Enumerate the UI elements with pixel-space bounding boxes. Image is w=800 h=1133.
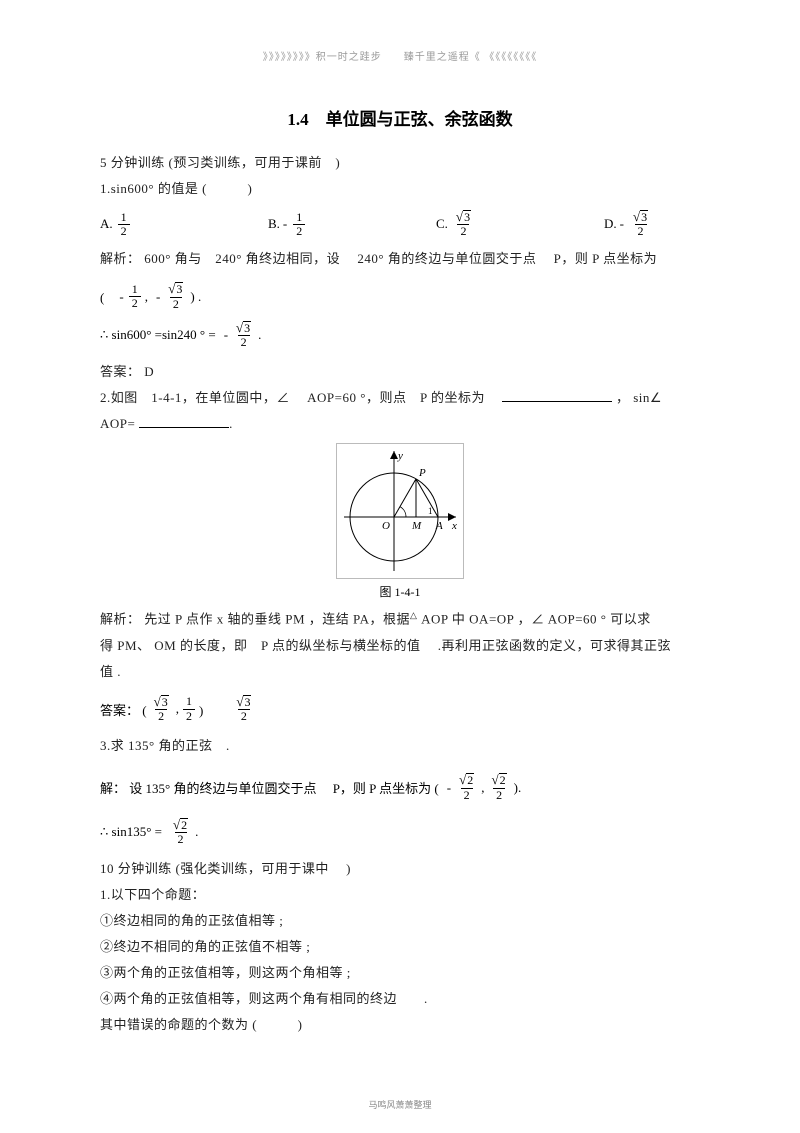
numerator: 1	[118, 211, 130, 224]
svg-text:x: x	[451, 520, 457, 532]
q2-stem: 2.如图 1-4-1，在单位圆中，∠ AOP=60 °，则点 P 的坐标为 ， …	[100, 385, 700, 411]
fraction: 1 2	[183, 695, 195, 722]
minus-icon: -	[620, 216, 624, 232]
svg-text:O: O	[382, 520, 390, 532]
fraction: 3 2	[453, 210, 474, 238]
svg-text:A: A	[435, 520, 443, 532]
fraction: 1 2	[293, 211, 305, 238]
top-decoration: 》》》》》》》》积一时之跬步 臻千里之遥程《 《《《《《《《《	[100, 48, 700, 63]
minus-icon: -	[447, 780, 451, 796]
period: .	[195, 824, 198, 840]
page-footer: 马鸣风萧萧整理	[0, 1098, 800, 1111]
choice-b-label: B.	[268, 216, 280, 232]
fraction: 1 2	[118, 211, 130, 238]
minus-icon: -	[283, 216, 287, 232]
q2-stem-cont: AOP= .	[100, 411, 700, 437]
q3-solution: 解： 设 135° 角的终边与单位圆交于点 P，则 P 点坐标为 ( - 2 2…	[100, 773, 700, 801]
blank-line	[139, 418, 229, 428]
svg-text:P: P	[418, 467, 426, 479]
comma: ,	[176, 701, 179, 717]
choice-c-label: C.	[436, 216, 448, 232]
q2-stem-b: ， sin∠	[616, 390, 662, 405]
paren-close: ) .	[190, 289, 201, 305]
fraction: 3 2	[233, 695, 254, 723]
choice-d: D. - 3 2	[604, 210, 700, 238]
numerator: 3	[453, 210, 474, 224]
fraction: 2 2	[489, 773, 510, 801]
figure-caption: 图 1-4-1	[100, 583, 700, 600]
fraction: 3 2	[233, 321, 254, 349]
blank-line	[502, 392, 612, 402]
q10-1d: ④两个角的正弦值相等，则这两个角有相同的终边 .	[100, 986, 700, 1012]
q1-conclusion: ∴ sin600° =sin240 ° = - 3 2 .	[100, 321, 700, 349]
q1-stem: 1.sin600° 的值是 ( )	[100, 176, 700, 202]
minus-icon: -	[224, 327, 228, 343]
choice-a: A. 1 2	[100, 210, 268, 238]
numerator: 3	[630, 210, 651, 224]
q2-stem-c: AOP=	[100, 416, 135, 431]
q1-answer: 答案： D	[100, 359, 700, 385]
comma: ,	[481, 780, 484, 796]
choice-b: B. - 1 2	[268, 210, 436, 238]
unit-circle-diagram: y x O M A P 1	[336, 443, 464, 579]
svg-text:1: 1	[428, 506, 433, 516]
choice-c: C. 3 2	[436, 210, 604, 238]
q3-conclusion: ∴ sin135° = 2 2 .	[100, 818, 700, 846]
q3-stem: 3.求 135° 角的正弦 .	[100, 733, 700, 759]
denominator: 2	[635, 224, 647, 238]
q2-stem-a: 2.如图 1-4-1，在单位圆中，∠ AOP=60 °，则点 P 的坐标为	[100, 390, 498, 405]
svg-text:y: y	[397, 450, 403, 462]
q1-coord: ( - 1 2 , - 3 2 ) .	[100, 282, 700, 310]
section-5min: 5 分钟训练 (预习类训练，可用于课前 )	[100, 150, 700, 176]
q10-1b: ②终边不相同的角的正弦值不相等 ;	[100, 934, 700, 960]
denominator: 2	[293, 224, 305, 238]
denominator: 2	[118, 224, 130, 238]
section-10min: 10 分钟训练 (强化类训练，可用于课中 )	[100, 856, 700, 882]
fraction: 3 2	[165, 282, 186, 310]
fraction: 3 2	[151, 695, 172, 723]
period: .	[258, 327, 261, 343]
q1-explain-1: 解析： 600° 角与 240° 角终边相同，设 240° 角的终边与单位圆交于…	[100, 246, 700, 272]
q10-1c: ③两个角的正弦值相等，则这两个角相等 ;	[100, 960, 700, 986]
q1-concl-text: ∴ sin600° =sin240 ° =	[100, 327, 216, 343]
q3-sol-b: ).	[514, 780, 522, 796]
minus-icon: -	[156, 289, 160, 305]
q2-answer: 答案： ( 3 2 , 1 2 ) 3 2	[100, 695, 700, 723]
q2-explain-2: 得 PM、 OM 的长度，即 P 点的纵坐标与横坐标的值 .再利用正弦函数的定义…	[100, 633, 700, 659]
q1-choices: A. 1 2 B. - 1 2 C. 3 2 D. - 3 2	[100, 210, 700, 238]
choice-a-label: A.	[100, 216, 113, 232]
numerator: 1	[293, 211, 305, 224]
q10-1e: 其中错误的命题的个数为 ( )	[100, 1012, 700, 1038]
q2-ans-mid: )	[199, 700, 229, 719]
q10-1a: ①终边相同的角的正弦值相等 ;	[100, 908, 700, 934]
fraction: 1 2	[129, 283, 141, 310]
fraction: 3 2	[630, 210, 651, 238]
q2-ans-prefix: 答案： (	[100, 700, 147, 719]
page-title: 1.4 单位圆与正弦、余弦函数	[100, 105, 700, 130]
q2-explain-1: 解析： 先过 P 点作 x 轴的垂线 PM ，连结 PA，根据△ AOP 中 O…	[100, 606, 700, 632]
denominator: 2	[457, 224, 469, 238]
q3-sol-a: 解： 设 135° 角的终边与单位圆交于点 P，则 P 点坐标为 (	[100, 778, 439, 797]
minus-icon: -	[119, 289, 123, 305]
q10-1: 1.以下四个命题：	[100, 882, 700, 908]
q2-explain-3: 值 .	[100, 659, 700, 685]
comma: ,	[145, 289, 148, 305]
figure-1-4-1: y x O M A P 1	[100, 443, 700, 579]
svg-text:M: M	[411, 520, 422, 532]
choice-d-label: D.	[604, 216, 617, 232]
q3-concl-text: ∴ sin135° =	[100, 824, 162, 840]
fraction: 2 2	[170, 818, 191, 846]
fraction: 2 2	[456, 773, 477, 801]
paren-open: (	[100, 287, 117, 306]
